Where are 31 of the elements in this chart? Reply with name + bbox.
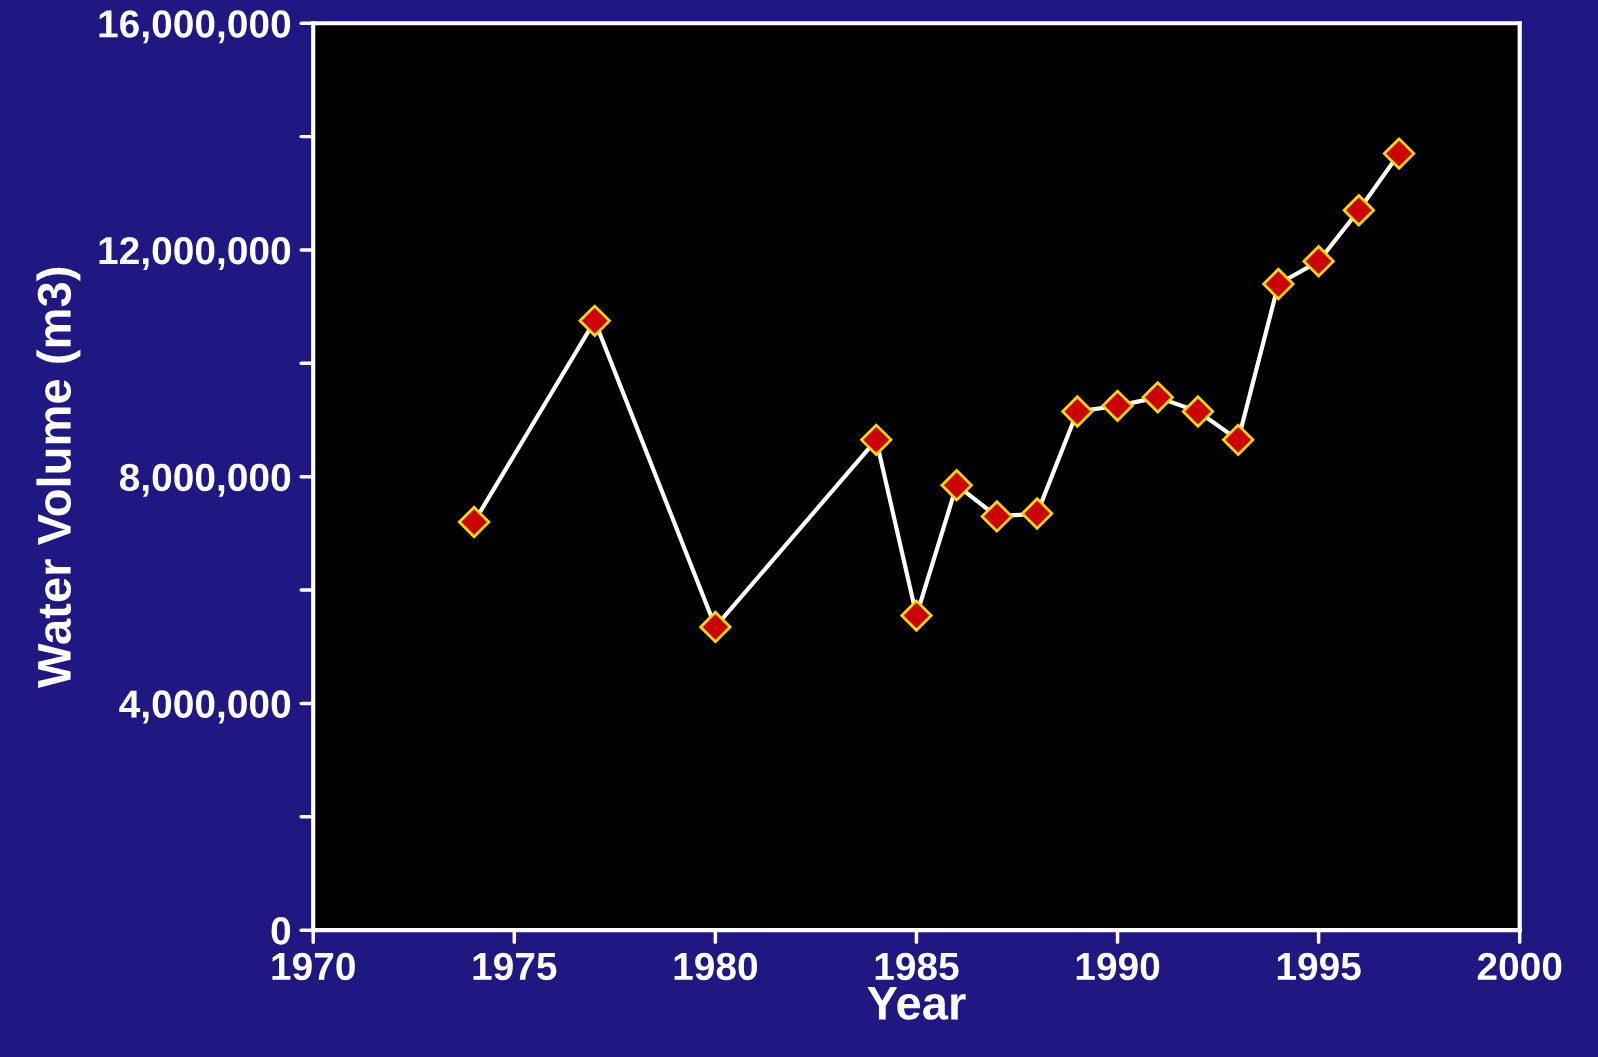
y-tick-label: 8,000,000: [119, 463, 291, 497]
point: [1302, 245, 1335, 278]
x-tick-label: 1975: [473, 952, 557, 981]
point: [699, 610, 732, 644]
point: [1262, 267, 1295, 301]
point: [1141, 381, 1174, 414]
y-tick-label: 16,000,000: [99, 10, 291, 44]
point: [1382, 137, 1416, 170]
x-tick-label: 1995: [1277, 952, 1361, 981]
x-tick-label: 1980: [674, 952, 758, 981]
x-tick-label: 1985: [875, 952, 959, 981]
point: [1222, 423, 1255, 456]
y-axis-title: Water Volume (m3): [36, 267, 81, 688]
point: [1101, 389, 1134, 422]
point: [1020, 497, 1054, 530]
point: [457, 505, 491, 539]
point: [1342, 194, 1375, 227]
point: [860, 423, 893, 456]
point: [578, 304, 611, 337]
y-tick-label: 0: [271, 917, 291, 945]
x-tick-label: 2000: [1477, 952, 1562, 981]
point: [1061, 395, 1094, 428]
y-tick-label: 12,000,000: [99, 236, 291, 271]
point: [980, 500, 1014, 533]
x-tick-label: 1970: [272, 952, 355, 981]
point: [1181, 395, 1215, 428]
x-axis-title: Year: [867, 986, 966, 1020]
point: [900, 599, 933, 632]
x-tick-label: 1990: [1076, 952, 1160, 981]
y-tick-label: 4,000,000: [119, 690, 291, 724]
point: [940, 469, 973, 502]
